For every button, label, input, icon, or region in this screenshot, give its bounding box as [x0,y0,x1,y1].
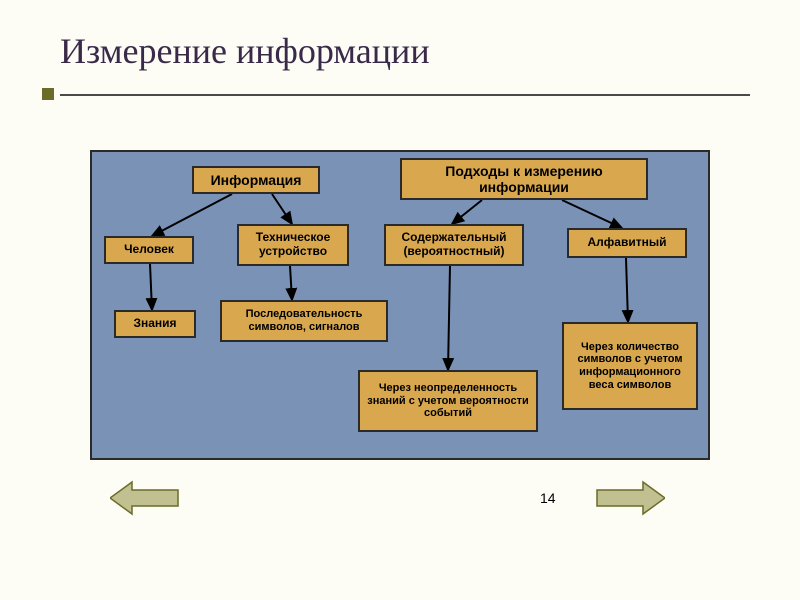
diagram-container: Информация Подходы к измерению информации… [90,150,710,460]
node-knowledge: Знания [114,310,196,338]
node-content: Содержательный (вероятностный) [384,224,524,266]
edge-approaches-content [452,200,482,224]
accent-square [42,88,54,100]
page-number: 14 [540,490,556,506]
node-uncert: Через неопределенность знаний с учетом в… [358,370,538,432]
edge-device-sequence [290,266,292,300]
arrow-right-icon [595,480,665,516]
edge-content-uncert [448,266,450,370]
flowchart: Информация Подходы к измерению информации… [92,152,708,458]
node-approaches: Подходы к измерению информации [400,158,648,200]
arrow-left-icon [110,480,180,516]
node-alphabet: Алфавитный [567,228,687,258]
node-sequence: Последовательность символов, сигналов [220,300,388,342]
title-divider [60,94,750,96]
edge-info-device [272,194,292,224]
edge-alphabet-count [626,258,628,322]
edge-approaches-alphabet [562,200,622,228]
edge-info-human [152,194,232,236]
node-count: Через количество символов с учетом инфор… [562,322,698,410]
edge-human-knowledge [150,264,152,310]
page-title: Измерение информации [60,30,750,72]
slide: Измерение информации Информация Подходы к… [0,0,800,600]
node-human: Человек [104,236,194,264]
next-button[interactable] [595,480,665,516]
prev-button[interactable] [110,480,180,516]
node-device: Техническое устройство [237,224,349,266]
node-info: Информация [192,166,320,194]
